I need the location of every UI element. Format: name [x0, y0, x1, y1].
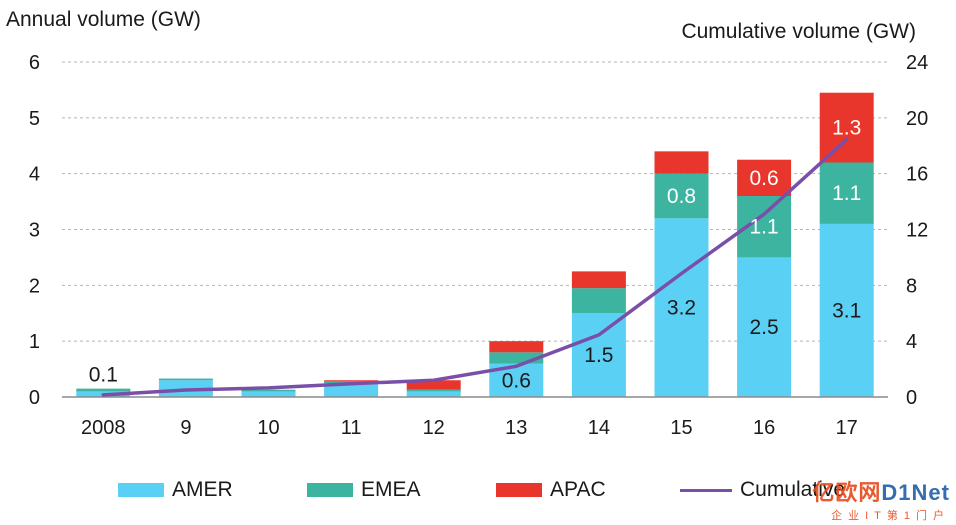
x-tick-label: 11: [341, 417, 362, 439]
watermark-logo: 亿欧网D1Net: [812, 475, 950, 507]
x-tick-label: 16: [753, 417, 775, 439]
x-tick-label: 15: [670, 417, 692, 439]
legend-swatch-emea: [307, 483, 353, 497]
left-tick-label: 3: [29, 220, 40, 242]
data-label-emea-15: 0.8: [667, 185, 696, 208]
bar-emea-2008: [76, 388, 131, 392]
x-tick-label: 17: [836, 417, 858, 439]
left-tick-label: 0: [29, 387, 40, 409]
left-tick-label: 4: [29, 164, 40, 186]
right-tick-label: 4: [906, 331, 917, 353]
cumulative-line: [101, 137, 849, 397]
data-label-apac-16: 0.6: [749, 167, 778, 190]
bar-amer-15: [654, 218, 709, 397]
bar-amer-17: [819, 223, 874, 397]
bar-apac-11: [324, 380, 379, 382]
right-axis-title: Cumulative volume (GW): [681, 20, 916, 43]
data-label-emea-17: 1.1: [832, 182, 861, 205]
data-label-emea-16: 1.1: [749, 216, 778, 239]
x-tick-label: 10: [257, 417, 279, 439]
left-axis-title: Annual volume (GW): [6, 8, 201, 31]
legend-label-amer: AMER: [172, 478, 233, 501]
watermark-main-b: D1Net: [881, 480, 950, 505]
data-label-amer-17: 3.1: [832, 299, 861, 322]
data-label-amer-15: 3.2: [667, 297, 696, 320]
site-watermark: 亿欧网D1Net 企业IT第1门户: [812, 475, 950, 523]
legend-label-cumulative: Cumulative: [740, 478, 846, 501]
left-tick-label: 6: [29, 52, 40, 74]
data-label-apac-17: 1.3: [832, 117, 861, 140]
watermark-slogan: 企业IT第1门户: [831, 510, 950, 522]
x-tick-label: 2008: [81, 417, 126, 439]
bar-emea-17: [819, 162, 874, 224]
right-tick-label: 16: [906, 164, 928, 186]
bar-amer-12: [406, 391, 461, 397]
bar-emea-10: [241, 389, 296, 392]
right-tick-label: 8: [906, 275, 917, 297]
bar-apac-13: [489, 341, 544, 353]
bar-emea-9: [158, 378, 213, 381]
data-label-amer-2008: 0.1: [89, 363, 118, 386]
bar-emea-12: [406, 389, 461, 392]
legend-swatch-apac: [496, 483, 542, 497]
legend-label-emea: EMEA: [361, 478, 421, 501]
right-tick-label: 20: [906, 108, 928, 130]
bar-apac-14: [571, 271, 626, 289]
bar-amer-16: [737, 257, 792, 397]
watermark-main-a: 亿欧网: [812, 480, 882, 505]
data-label-amer-13: 0.6: [502, 369, 531, 392]
x-tick-label: 13: [505, 417, 527, 439]
left-tick-label: 2: [29, 275, 40, 297]
bar-apac-12: [406, 380, 461, 390]
bar-amer-10: [241, 391, 296, 397]
legend-swatch-amer: [118, 483, 164, 497]
legend-item-emea: EMEA: [307, 478, 421, 502]
bar-emea-15: [654, 173, 709, 219]
data-label-amer-16: 2.5: [749, 316, 778, 339]
legend-item-cumulative: Cumulative: [680, 478, 845, 502]
x-tick-label: 9: [180, 417, 191, 439]
bar-emea-14: [571, 288, 626, 314]
left-tick-label: 5: [29, 108, 40, 130]
bar-apac-16: [737, 159, 792, 196]
bar-apac-15: [654, 151, 709, 174]
chart-legend: AMER EMEA APAC Cumulative: [0, 478, 956, 508]
legend-label-apac: APAC: [550, 478, 606, 501]
right-tick-label: 12: [906, 220, 928, 242]
legend-item-amer: AMER: [118, 478, 233, 502]
left-tick-label: 1: [29, 331, 40, 353]
data-label-amer-14: 1.5: [584, 344, 613, 367]
bar-amer-11: [324, 383, 379, 397]
right-tick-label: 0: [906, 387, 917, 409]
bar-apac-17: [819, 92, 874, 163]
legend-item-apac: APAC: [496, 478, 606, 502]
x-tick-label: 12: [423, 417, 445, 439]
bar-amer-14: [571, 313, 626, 397]
bar-emea-13: [489, 352, 544, 364]
right-tick-label: 24: [906, 52, 928, 74]
x-tick-label: 14: [588, 417, 610, 439]
legend-swatch-cumulative: [680, 488, 732, 492]
